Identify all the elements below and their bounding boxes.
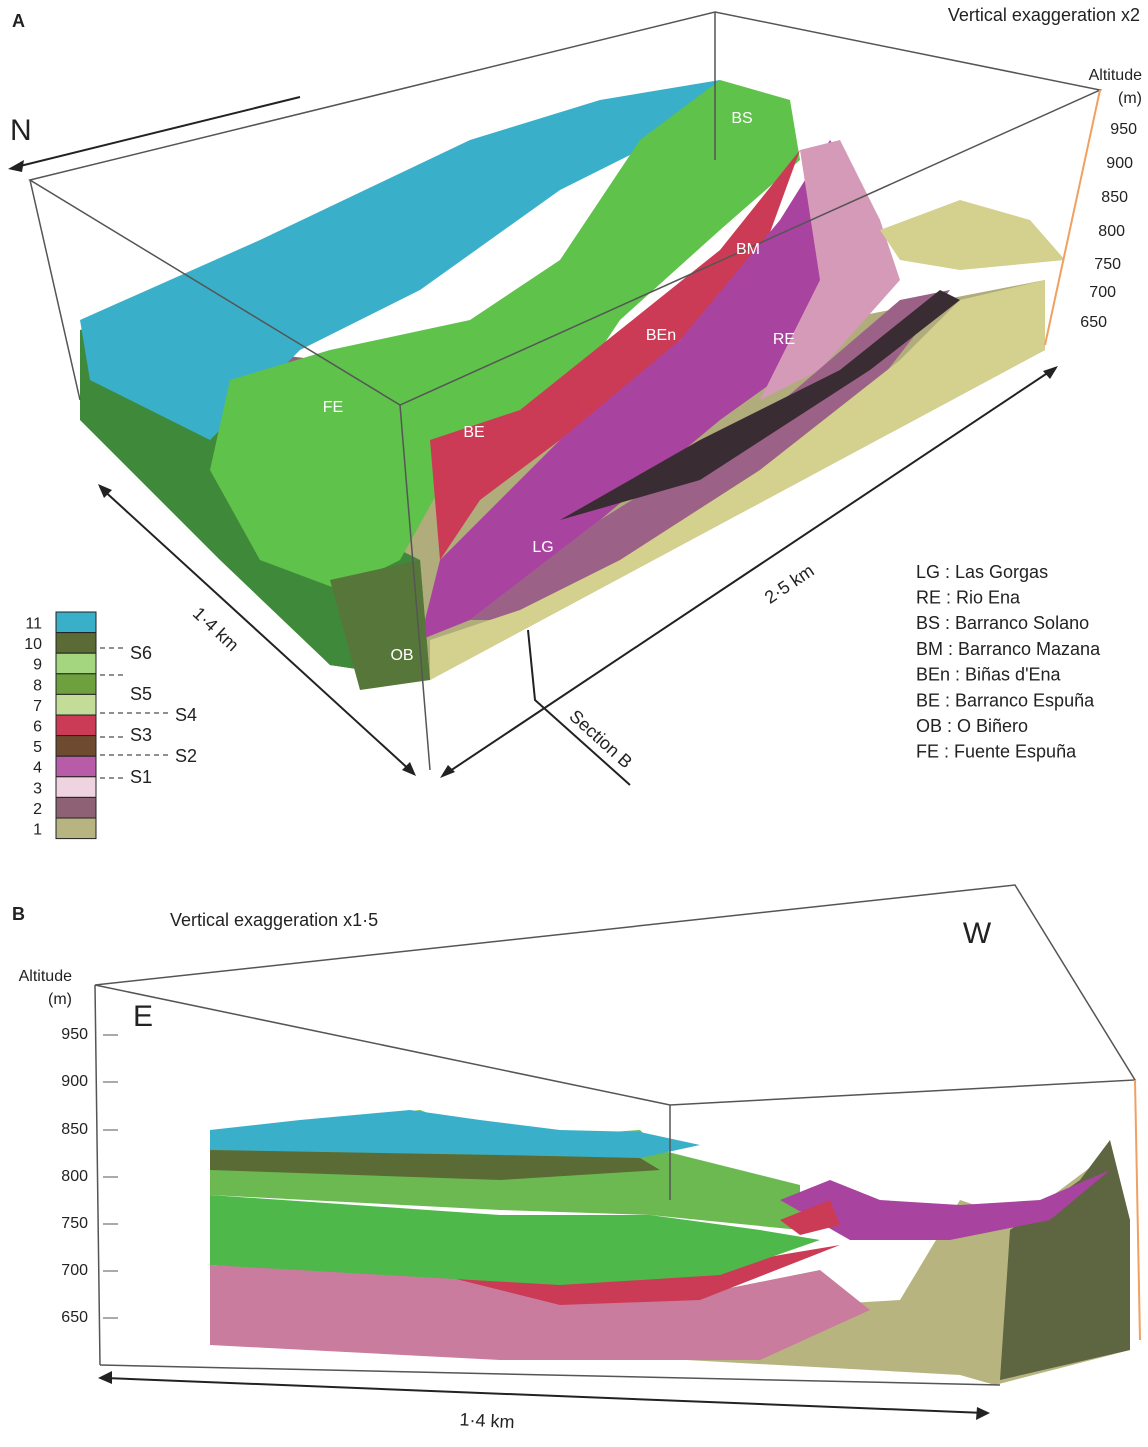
figure: A Vertical exaggeration x2 N Altitude (m… — [0, 0, 1148, 1442]
altitude-unit: (m) — [48, 991, 72, 1008]
legend-number: 2 — [33, 801, 42, 818]
altitude-tick: 800 — [61, 1168, 88, 1185]
site-label: FE — [323, 399, 343, 416]
key-entry: BEn : Biñas d'Ena — [916, 665, 1062, 685]
key-entry: OB : O Biñero — [916, 716, 1028, 736]
legend-number: 6 — [33, 719, 42, 736]
key-entry: BE : Barranco Espuña — [916, 690, 1095, 710]
east-label: E — [133, 1000, 153, 1033]
legend-swatch — [56, 633, 96, 654]
legend-swatch — [56, 694, 96, 715]
legend-number: 3 — [33, 780, 42, 797]
legend-swatch — [56, 612, 96, 633]
site-label: BE — [463, 424, 484, 441]
panel-label: B — [12, 904, 25, 924]
altitude-title: Altitude — [1089, 67, 1142, 84]
legend-swatch — [56, 674, 96, 695]
legend-number: 5 — [33, 739, 42, 756]
length-label: 2·5 km — [761, 560, 818, 607]
altitude-tick: 700 — [61, 1262, 88, 1279]
altitude-tick: 850 — [1101, 189, 1128, 206]
key-entry: FE : Fuente Espuña — [916, 742, 1077, 762]
legend-number: 11 — [25, 616, 42, 633]
legend-swatch — [56, 818, 96, 839]
legend-number: 10 — [24, 636, 42, 653]
site-label: RE — [773, 331, 795, 348]
altitude-tick: 750 — [1094, 256, 1121, 273]
boundary-label: S5 — [130, 684, 152, 704]
key-entry: BS : Barranco Solano — [916, 613, 1089, 633]
key-entry: RE : Rio Ena — [916, 587, 1021, 607]
boundary-label: S2 — [175, 746, 197, 766]
altitude-tick: 950 — [1110, 121, 1137, 138]
site-label: BEn — [646, 327, 676, 344]
site-label: OB — [390, 647, 413, 664]
site-label: BM — [736, 241, 760, 258]
site-label: LG — [532, 539, 553, 556]
width-label: 1·4 km — [459, 1409, 515, 1432]
exaggeration: Vertical exaggeration x2 — [948, 5, 1140, 25]
north-label: N — [10, 114, 32, 147]
altitude-tick: 650 — [1080, 314, 1107, 331]
altitude-tick: 800 — [1098, 223, 1125, 240]
altitude-tick: 650 — [61, 1309, 88, 1326]
altitude-tick: 900 — [1106, 155, 1133, 172]
boundary-label: S4 — [175, 705, 197, 725]
site-label: BS — [731, 110, 752, 127]
legend-number: 8 — [33, 677, 42, 694]
exaggeration: Vertical exaggeration x1·5 — [170, 910, 378, 930]
legend-swatch — [56, 777, 96, 798]
legend-swatch — [56, 736, 96, 757]
west-label: W — [963, 917, 992, 950]
legend-swatch — [56, 715, 96, 736]
boundary-label: S1 — [130, 767, 152, 787]
altitude-unit: (m) — [1118, 90, 1142, 107]
panel-label: A — [12, 11, 25, 31]
legend-number: 7 — [33, 698, 42, 715]
section-label: Section B — [566, 706, 637, 772]
block-b — [95, 885, 1140, 1420]
legend-swatch — [56, 797, 96, 818]
altitude-tick: 850 — [61, 1121, 88, 1138]
boundary-label: S3 — [130, 725, 152, 745]
altitude-tick: 750 — [61, 1215, 88, 1232]
legend-swatch — [56, 756, 96, 777]
key-entry: LG : Las Gorgas — [916, 562, 1048, 582]
boundary-label: S6 — [130, 643, 152, 663]
legend-number: 4 — [33, 760, 42, 777]
altitude-tick: 950 — [61, 1026, 88, 1043]
altitude-tick: 900 — [61, 1073, 88, 1090]
altitude-tick: 700 — [1089, 284, 1116, 301]
legend-number: 9 — [33, 657, 42, 674]
altitude-title: Altitude — [19, 968, 72, 985]
legend-swatch — [56, 653, 96, 674]
legend-number: 1 — [33, 822, 42, 839]
key-entry: BM : Barranco Mazana — [916, 639, 1101, 659]
